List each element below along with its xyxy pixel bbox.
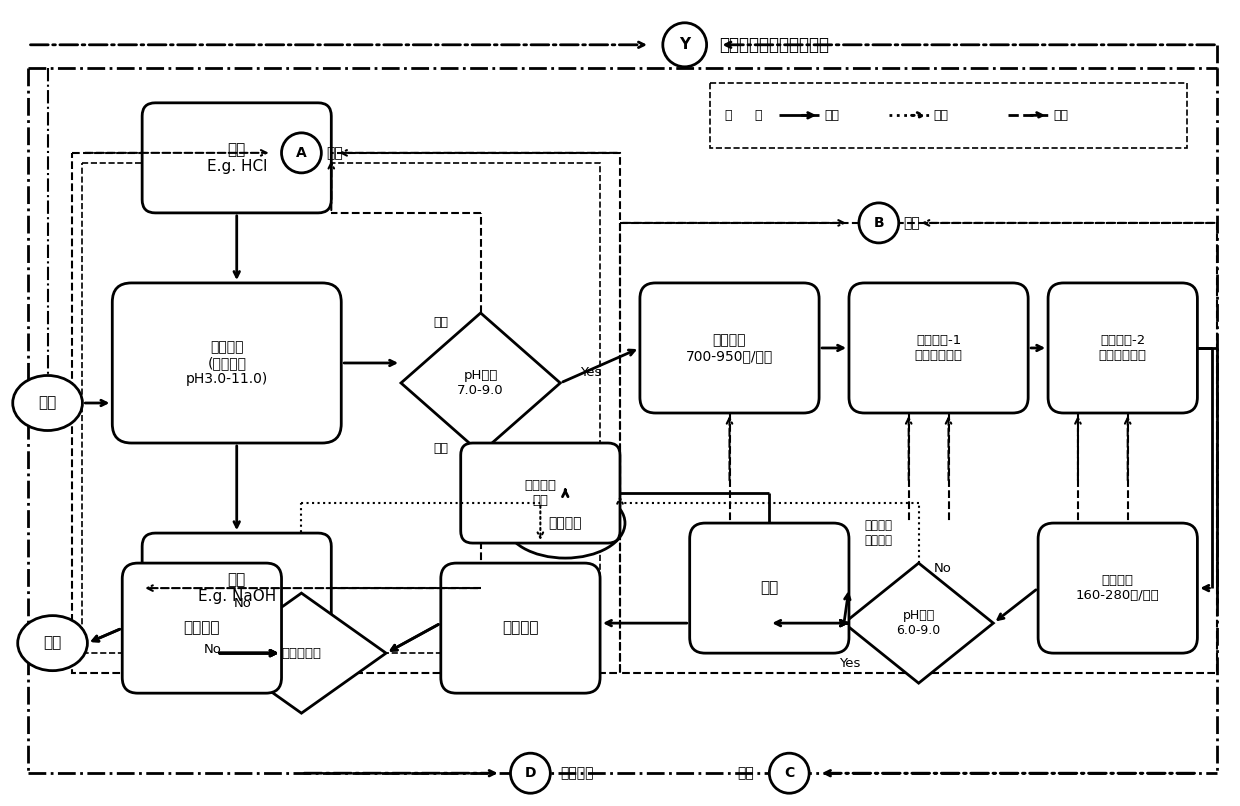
Polygon shape	[217, 593, 386, 713]
Text: B: B	[873, 216, 884, 230]
FancyBboxPatch shape	[1048, 283, 1198, 413]
Text: 控制: 控制	[1053, 109, 1068, 122]
Circle shape	[769, 753, 810, 793]
Text: 沉降: 沉降	[760, 580, 779, 596]
Circle shape	[281, 133, 321, 172]
Text: 结束: 结束	[43, 636, 62, 650]
Circle shape	[663, 23, 707, 67]
Text: No: No	[203, 643, 222, 656]
Polygon shape	[844, 563, 993, 683]
Ellipse shape	[17, 616, 87, 671]
FancyBboxPatch shape	[640, 283, 820, 413]
Text: 污水处理核心工艺和方法: 污水处理核心工艺和方法	[719, 35, 830, 54]
Text: 注: 注	[724, 109, 732, 122]
FancyBboxPatch shape	[849, 283, 1028, 413]
Text: ：: ：	[754, 109, 761, 122]
Text: 达标检测？: 达标检测？	[281, 646, 321, 659]
Text: No: No	[234, 596, 252, 609]
FancyBboxPatch shape	[143, 103, 331, 213]
FancyBboxPatch shape	[689, 523, 849, 653]
Text: Yes: Yes	[839, 657, 861, 670]
Text: pH检测
6.0-9.0: pH检测 6.0-9.0	[897, 609, 941, 637]
Text: 加药控制-2
离子分离药剂: 加药控制-2 离子分离药剂	[1099, 334, 1147, 362]
FancyBboxPatch shape	[143, 533, 331, 643]
Circle shape	[859, 203, 899, 243]
Text: No: No	[934, 562, 951, 575]
FancyBboxPatch shape	[1038, 523, 1198, 653]
Text: Yes: Yes	[580, 367, 601, 380]
Text: 污泥排出: 污泥排出	[548, 516, 582, 530]
Text: 絮凝: 絮凝	[738, 767, 754, 780]
Text: 偏高: 偏高	[433, 317, 449, 330]
Text: 综合调节
(允许范围
pH3.0-11.0): 综合调节 (允许范围 pH3.0-11.0)	[186, 340, 268, 386]
Text: 低速搅拌
160-280转/分钟: 低速搅拌 160-280转/分钟	[1076, 574, 1159, 602]
Text: 滤清出水: 滤清出水	[502, 621, 538, 636]
Text: 偏低减药
偏高加药: 偏低减药 偏高加药	[864, 519, 893, 547]
Polygon shape	[401, 313, 560, 453]
Text: 偏低: 偏低	[433, 442, 449, 455]
Text: Y: Y	[680, 37, 691, 52]
Text: A: A	[296, 146, 306, 160]
FancyBboxPatch shape	[440, 563, 600, 693]
FancyBboxPatch shape	[113, 283, 341, 443]
Text: 加药控制-1
离子分离药剂: 加药控制-1 离子分离药剂	[915, 334, 962, 362]
Text: 水流: 水流	[825, 109, 839, 122]
FancyBboxPatch shape	[123, 563, 281, 693]
Text: pH检测
7.0-9.0: pH检测 7.0-9.0	[458, 369, 503, 397]
Text: 达标出水: 达标出水	[184, 621, 221, 636]
Text: 设置: 设置	[934, 109, 949, 122]
Ellipse shape	[12, 376, 82, 430]
Text: 反应: 反应	[904, 216, 920, 230]
Text: 滤清沉降: 滤清沉降	[560, 767, 594, 780]
Text: 参数设置
微调: 参数设置 微调	[525, 479, 557, 507]
Text: 加碱
E.g. NaOH: 加碱 E.g. NaOH	[197, 572, 275, 604]
Text: 加酸
E.g. HCl: 加酸 E.g. HCl	[207, 142, 267, 174]
Text: 高速搅拌
700-950转/分钟: 高速搅拌 700-950转/分钟	[686, 333, 773, 363]
Ellipse shape	[506, 488, 625, 558]
Circle shape	[511, 753, 551, 793]
Text: D: D	[525, 767, 536, 780]
Text: C: C	[784, 767, 795, 780]
Text: 调节: 调节	[326, 146, 343, 160]
Text: 开始: 开始	[38, 396, 57, 410]
FancyBboxPatch shape	[461, 443, 620, 543]
